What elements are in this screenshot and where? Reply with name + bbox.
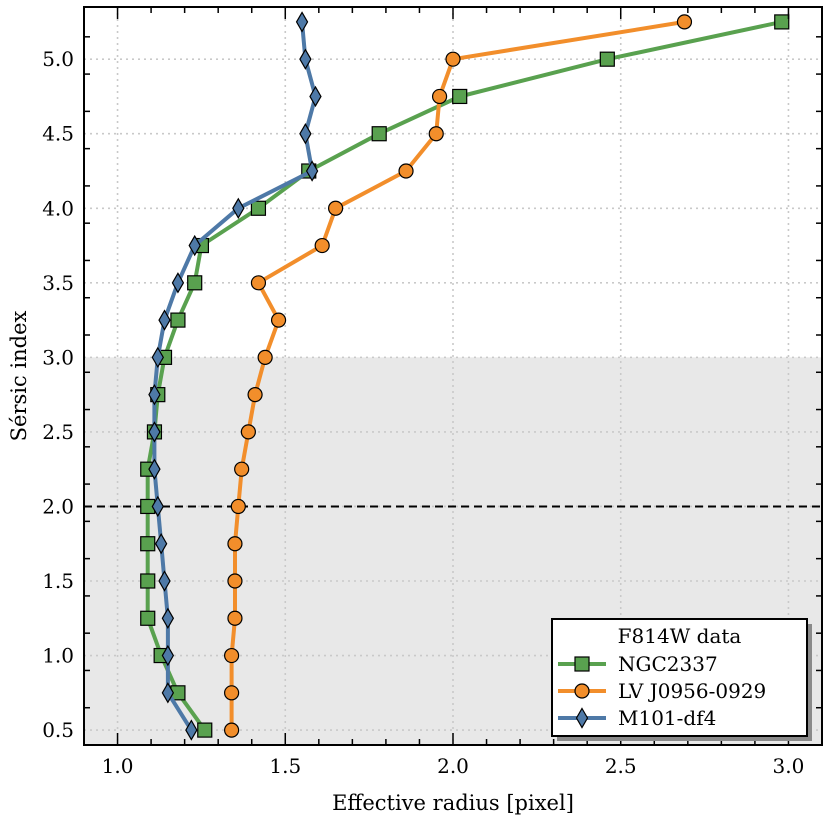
data-point-1-3 (227, 610, 243, 626)
data-point-0-4 (140, 573, 156, 589)
data-point-2-8 (148, 421, 161, 443)
data-point-1-1 (224, 685, 240, 701)
data-point-0-12 (187, 275, 203, 291)
y-tick-label-0: 0.5 (42, 718, 74, 742)
data-point-1-9 (247, 387, 263, 403)
legend: F814W data NGC2337 LV J0956-0929 M101-df4 (551, 618, 812, 741)
data-point-1-0 (224, 722, 240, 738)
legend-marker-2 (575, 707, 589, 729)
y-tick-label-8: 4.5 (42, 122, 74, 146)
series-2 (148, 11, 322, 741)
series-1 (224, 14, 693, 738)
data-point-2-12 (171, 272, 185, 294)
data-point-2-7 (148, 458, 161, 480)
x-tick-label-0: 1.0 (102, 754, 134, 778)
y-tick-label-7: 4.0 (42, 196, 74, 220)
y-tick-label-6: 3.5 (42, 271, 74, 295)
data-point-0-5 (140, 536, 156, 552)
data-point-1-6 (230, 498, 246, 515)
series-group (140, 11, 790, 741)
y-tick-label-9: 5.0 (42, 47, 74, 71)
data-point-1-17 (431, 88, 448, 105)
legend-marker-1 (574, 683, 590, 699)
data-point-1-4 (227, 573, 243, 589)
data-point-2-19 (295, 11, 309, 33)
data-point-2-2 (161, 644, 175, 667)
data-point-0-17 (452, 88, 468, 105)
data-point-2-1 (161, 682, 175, 704)
data-point-1-13 (314, 237, 330, 254)
data-point-2-11 (158, 309, 171, 331)
data-point-1-18 (445, 51, 461, 67)
data-point-1-11 (270, 312, 287, 328)
x-axis-title: Effective radius [pixel] (332, 791, 574, 815)
data-point-2-14 (232, 197, 245, 219)
data-point-2-6 (151, 495, 164, 518)
y-tick-label-5: 3.0 (42, 345, 74, 369)
x-tick-label-3: 2.5 (605, 754, 637, 778)
data-point-2-17 (309, 85, 322, 108)
data-point-0-11 (170, 312, 186, 328)
data-point-1-14 (327, 200, 344, 216)
legend-label-2: M101-df4 (618, 706, 716, 730)
data-point-0-0 (197, 722, 213, 738)
legend-marker-0 (574, 656, 590, 672)
data-point-1-12 (250, 275, 267, 291)
data-point-1-15 (398, 163, 414, 179)
ticks-group: 1.0 1.5 2.0 2.5 3.0 0.5 1.0 1.5 2.0 2.5 3.0 3.5 4.0 4… (42, 7, 823, 778)
data-point-1-10 (257, 349, 273, 365)
data-point-2-16 (299, 123, 312, 145)
data-point-2-3 (161, 607, 175, 629)
legend-label-1: LV J0956-0929 (618, 679, 766, 703)
data-point-1-19 (676, 14, 693, 30)
y-tick-label-3: 2.0 (42, 494, 74, 518)
data-point-1-16 (428, 126, 444, 142)
data-point-0-16 (371, 126, 387, 142)
y-axis-title: Sérsic index (7, 310, 31, 441)
data-point-2-9 (148, 383, 161, 406)
data-point-2-0 (185, 719, 198, 741)
data-point-2-13 (188, 234, 201, 257)
data-point-0-14 (250, 200, 267, 216)
y-tick-label-1: 1.0 (42, 644, 74, 668)
data-point-2-10 (151, 346, 164, 369)
data-point-2-5 (154, 533, 168, 555)
x-tick-label-2: 2.0 (437, 754, 469, 778)
data-point-2-4 (158, 570, 171, 592)
data-point-0-19 (774, 14, 790, 30)
data-point-0-18 (599, 51, 615, 67)
data-point-1-2 (224, 647, 240, 664)
data-point-1-8 (240, 424, 256, 440)
x-tick-label-1: 1.5 (269, 754, 301, 778)
legend-label-0: NGC2337 (618, 652, 718, 676)
data-point-2-18 (299, 48, 312, 70)
x-tick-label-4: 3.0 (773, 754, 805, 778)
legend-title: F814W data (618, 624, 742, 648)
data-point-1-7 (234, 461, 250, 477)
y-tick-label-2: 1.5 (42, 569, 74, 593)
y-tick-label-4: 2.5 (42, 420, 74, 444)
data-point-0-3 (140, 610, 156, 626)
data-point-2-15 (305, 160, 319, 182)
data-point-1-5 (227, 536, 243, 552)
